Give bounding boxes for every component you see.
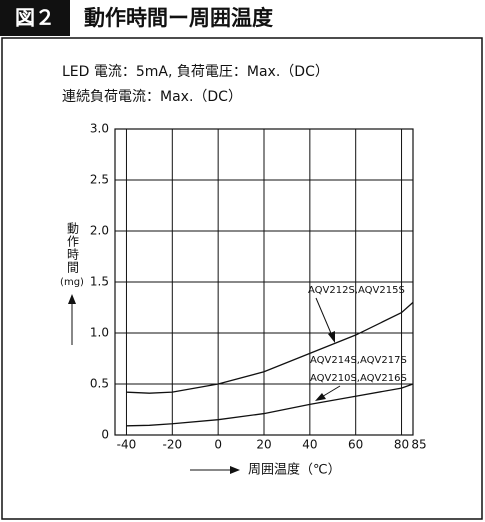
y-axis-unit: (mg)	[60, 277, 84, 288]
x-axis-label: 周囲温度（℃）	[248, 462, 341, 478]
condition: 連続負荷電流：Max.（DC）	[62, 88, 242, 105]
x-tick-label: -40	[117, 438, 137, 452]
y-tick-label: 1.5	[90, 275, 109, 289]
y-tick-label: 1.0	[90, 326, 109, 340]
y-tick-label: 0.5	[90, 377, 109, 391]
x-tick-label: 20	[256, 438, 271, 452]
series-line	[126, 383, 414, 427]
x-tick-label: 85	[411, 438, 426, 452]
condition: LED 電流：5mA, 負荷電圧：Max.（DC）	[62, 64, 329, 80]
annotation: AQV214S,AQV217S	[310, 355, 407, 366]
plot-area	[114, 128, 414, 436]
x-tick-label: 80	[394, 438, 409, 452]
figure-number: 図２	[15, 6, 55, 30]
annotation-arrow-head	[328, 331, 335, 343]
y-axis-label: 動作時間	[66, 222, 80, 274]
annotation-arrow	[315, 297, 334, 339]
y-tick-label: 3.0	[90, 122, 109, 136]
annotation: AQV210S,AQV216S	[310, 373, 407, 384]
x-tick-label: 0	[214, 438, 222, 452]
frame	[1, 37, 483, 520]
chart-title: 動作時間ー周囲温度	[84, 6, 273, 30]
y-arrow-head	[68, 294, 76, 304]
x-tick-label: -20	[163, 438, 183, 452]
y-tick-label: 2.0	[90, 224, 109, 238]
series-line	[126, 301, 414, 394]
y-tick-label: 0	[101, 428, 109, 442]
annotation-arrow-head	[315, 393, 326, 401]
x-tick-label: 40	[302, 438, 317, 452]
figure-badge	[0, 0, 70, 36]
annotation: AQV212S,AQV215S	[308, 285, 405, 296]
plot: 0 0.5 1.0 1.5 2.0 2.5 3.0 -40 -20 0 20 40 60 80 85 AQV2…	[90, 122, 427, 452]
y-tick-label: 2.5	[90, 173, 109, 187]
x-arrow-head	[230, 466, 240, 474]
x-tick-label: 60	[348, 438, 363, 452]
